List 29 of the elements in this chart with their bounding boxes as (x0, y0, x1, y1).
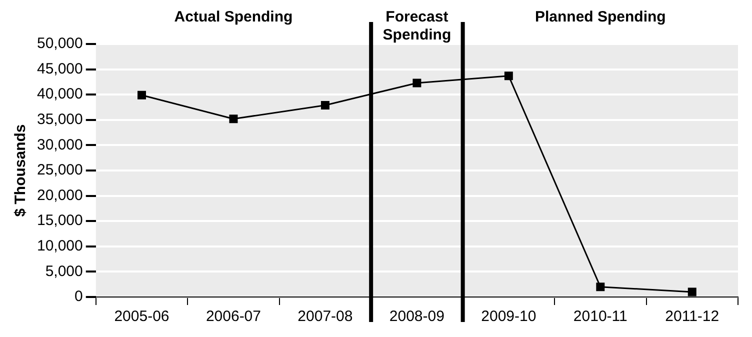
point (596, 282, 605, 292)
y-tick-label: 30,000 (36, 136, 83, 154)
band-label: Actual Spending (174, 8, 293, 26)
y-tick-label: 45,000 (36, 60, 83, 78)
point (412, 78, 422, 88)
y-tick-label: 50,000 (36, 35, 83, 52)
point (138, 90, 146, 100)
x-tick-label: 2009-10 (481, 308, 536, 326)
x-tick-label: 2008-09 (389, 308, 444, 326)
point (504, 72, 513, 80)
y-tick-label: 10,000 (36, 238, 83, 255)
y-tick-label: 0 (74, 288, 83, 306)
band-label: Forecast Spending (382, 8, 452, 44)
point (229, 114, 238, 124)
y-tick-label: 25,000 (36, 162, 83, 179)
point (320, 100, 330, 110)
y-tick-label: 40,000 (36, 86, 83, 103)
y-tick-label: 20,000 (36, 186, 83, 204)
x-tick-label: 2010-11 (573, 308, 628, 326)
y-tick-label: 15,000 (36, 212, 83, 230)
x-tick-label: 2006-07 (206, 308, 262, 326)
y-tick-label: 35,000 (36, 111, 83, 128)
x-tick-label: 2007-08 (298, 308, 353, 326)
x-tick-label: 2011-12 (665, 308, 720, 326)
y-tick-label: 5,000 (45, 262, 83, 280)
x-tick-label: 2005-06 (114, 308, 170, 326)
y-axis-title: $ Thousands (12, 124, 30, 217)
band-label: Planned Spending (534, 8, 666, 26)
point (688, 288, 696, 296)
